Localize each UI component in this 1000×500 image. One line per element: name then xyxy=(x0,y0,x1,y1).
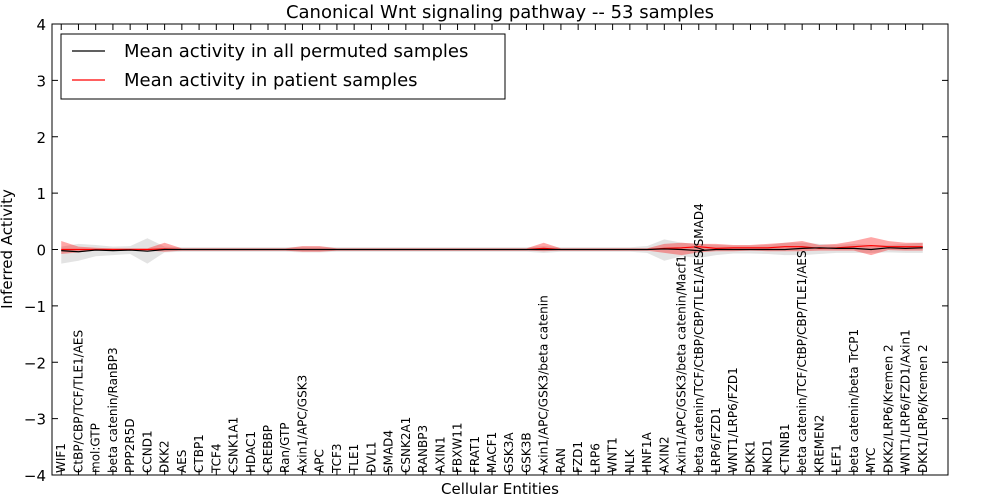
legend-box xyxy=(60,33,506,100)
y-tick-label: −4 xyxy=(24,467,46,485)
x-tick-label: LEF1 xyxy=(830,444,844,473)
x-tick-label: beta catenin/RanBP3 xyxy=(106,347,120,473)
x-tick-label: PPP2R5D xyxy=(123,418,137,473)
y-tick-label: −2 xyxy=(24,354,46,372)
y-tick-label: 4 xyxy=(36,16,46,34)
y-tick-label: 1 xyxy=(36,185,46,203)
x-tick-label: CTBP1 xyxy=(192,434,206,473)
y-tick-label: 2 xyxy=(36,129,46,147)
x-tick-label: Axin1/APC/GSK3/beta catenin/Macf1 xyxy=(675,255,689,473)
x-tick-label: DVL1 xyxy=(364,441,378,473)
x-tick-label: Axin1/APC/GSK3 xyxy=(295,375,309,473)
x-tick-label: SMAD4 xyxy=(382,430,396,473)
x-tick-label: CtBP/CBP/TCF/TLE1/AES xyxy=(71,330,85,473)
y-tick-label: 0 xyxy=(36,242,46,260)
x-axis-ticks: WIF1 CtBP/CBP/TCF/TLE1/AES mol:GTP beta cat… xyxy=(54,24,930,475)
x-tick-label: MYC xyxy=(864,448,878,473)
x-tick-label: AES xyxy=(175,450,189,473)
x-tick-label: FRAT1 xyxy=(468,436,482,473)
x-tick-label: HDAC1 xyxy=(244,431,258,473)
x-tick-label: TCF4 xyxy=(209,443,223,474)
x-tick-label: WNT1/LRP6/FZD1/Axin1 xyxy=(899,329,913,473)
series-lines xyxy=(61,244,923,253)
x-tick-label: FBXW11 xyxy=(451,423,465,474)
y-tick-label: −1 xyxy=(24,298,46,316)
x-tick-label: DKK2/LRP6/Kremen 2 xyxy=(881,344,895,473)
x-tick-label: Ran/GTP xyxy=(278,422,292,473)
x-tick-label: CTNNB1 xyxy=(778,423,792,473)
x-tick-label: beta catenin/TCF/CtBP/CBP/TLE1/AES xyxy=(795,250,809,473)
x-tick-label: CCND1 xyxy=(140,430,154,473)
x-tick-label: TCF3 xyxy=(330,443,344,474)
x-tick-label: RANBP3 xyxy=(416,425,430,473)
x-tick-label: GSK3B xyxy=(519,432,533,473)
x-tick-label: DKK1/LRP6/Kremen 2 xyxy=(916,344,930,473)
x-tick-label: CSNK1A1 xyxy=(227,417,241,473)
x-tick-label: WNT1 xyxy=(606,437,620,473)
x-tick-label: LRP6/FZD1 xyxy=(709,407,723,473)
x-tick-label: WNT1/LRP6/FZD1 xyxy=(726,367,740,473)
x-tick-label: DKK2 xyxy=(158,440,172,473)
x-tick-label: Axin1/APC/GSK3/beta catenin xyxy=(537,295,551,473)
x-tick-label: NKD1 xyxy=(761,439,775,473)
legend: Mean activity in all permuted samples Me… xyxy=(60,33,506,100)
x-tick-label: NLK xyxy=(623,448,637,473)
x-tick-label: MACF1 xyxy=(485,432,499,473)
chart-title: Canonical Wnt signaling pathway -- 53 sa… xyxy=(286,2,714,23)
y-tick-label: −3 xyxy=(24,411,46,429)
x-tick-label: APC xyxy=(313,449,327,473)
legend-label-permuted: Mean activity in all permuted samples xyxy=(124,41,468,62)
x-tick-label: TLE1 xyxy=(347,444,361,474)
x-tick-label: beta catenin/TCF/CtBP/CBP/TLE1/AES/SMAD4 xyxy=(692,203,706,473)
x-tick-label: LRP6 xyxy=(588,443,602,473)
x-tick-label: beta catenin/beta TrCP1 xyxy=(847,329,861,473)
line-permuted xyxy=(61,247,923,253)
x-tick-label: DKK1 xyxy=(743,440,757,473)
plot-frame xyxy=(51,23,949,476)
band-permuted xyxy=(61,238,923,264)
x-tick-label: RAN xyxy=(554,448,568,473)
x-tick-label: KREMEN2 xyxy=(812,415,826,473)
x-axis-label: Cellular Entities xyxy=(441,480,559,498)
x-tick-label: FZD1 xyxy=(571,441,585,473)
x-tick-label: AXIN2 xyxy=(657,436,671,473)
x-tick-label: mol:GTP xyxy=(89,423,103,473)
x-tick-label: AXIN1 xyxy=(433,436,447,473)
x-tick-label: CREBBP xyxy=(261,425,275,473)
x-tick-label: WIF1 xyxy=(54,443,68,473)
legend-label-patient: Mean activity in patient samples xyxy=(124,70,418,91)
x-tick-label: GSK3A xyxy=(502,432,516,473)
y-axis-ticks: 4 3 2 1 0 −1 −2 −3 −4 xyxy=(24,16,948,485)
x-tick-label: CSNK2A1 xyxy=(399,417,413,473)
x-tick-label: HNF1A xyxy=(640,431,654,473)
y-axis-label: Inferred Activity xyxy=(0,189,16,309)
y-tick-label: 3 xyxy=(36,72,46,90)
